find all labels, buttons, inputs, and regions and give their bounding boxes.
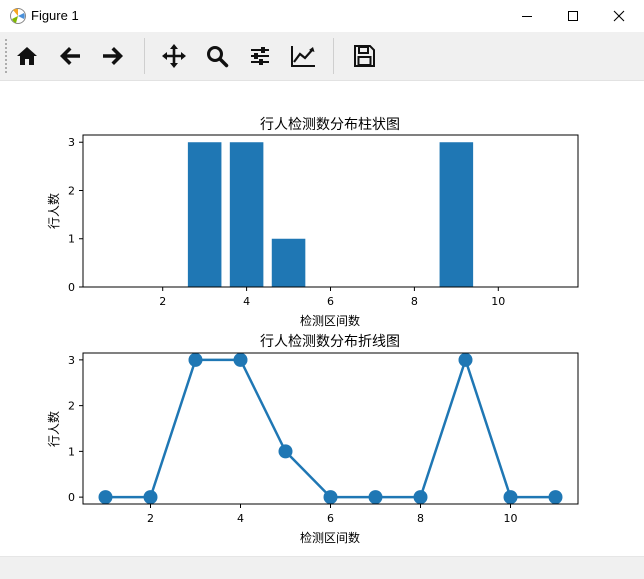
toolbar-separator	[333, 38, 334, 74]
back-button[interactable]	[54, 40, 86, 72]
back-arrow-icon	[60, 47, 80, 65]
data-point	[188, 352, 203, 367]
bar-chart-frame	[82, 134, 579, 288]
y-tick-label: 2	[68, 400, 75, 413]
home-icon	[17, 47, 37, 65]
x-tick-label: 2	[147, 512, 154, 525]
pan-icon	[162, 44, 186, 68]
y-tick-label: 1	[68, 233, 75, 246]
data-point	[503, 490, 518, 505]
data-point	[233, 352, 248, 367]
title-bar: Figure 1	[0, 0, 644, 32]
edit-axis-button[interactable]	[287, 40, 319, 72]
bar-chart-ylabel: 行人数	[46, 193, 61, 229]
line-chart-ylabel: 行人数	[46, 411, 61, 447]
zoom-icon	[207, 46, 229, 68]
line-chart-axes: 行人检测数分布折线图 2 4 6 8 10 0 1 2 3 检测区间数 行人数	[46, 334, 579, 545]
bar	[187, 142, 222, 287]
data-point	[413, 490, 428, 505]
x-tick-label: 10	[504, 512, 518, 525]
toolbar	[0, 32, 644, 81]
close-icon	[613, 10, 625, 22]
matplotlib-app-icon	[10, 8, 26, 24]
bar-chart-marks	[187, 142, 474, 287]
status-bar	[0, 556, 644, 579]
bar-chart-axes: 行人检测数分布柱状图 2 4 6 8 10 0 1 2 3 检测区间数 行人数	[46, 117, 579, 328]
bar	[271, 238, 306, 287]
bar-chart-yticks: 0 1 2 3	[68, 136, 83, 294]
maximize-button[interactable]	[550, 0, 596, 32]
save-icon	[354, 45, 375, 67]
x-tick-label: 8	[417, 512, 424, 525]
x-tick-label: 6	[327, 295, 334, 308]
toolbar-grip[interactable]	[4, 38, 8, 74]
line-chart-title: 行人检测数分布折线图	[260, 334, 400, 350]
data-point	[368, 490, 383, 505]
minimize-button[interactable]	[504, 0, 550, 32]
line-chart-frame	[82, 352, 579, 505]
y-tick-label: 0	[68, 491, 75, 504]
series-line	[105, 355, 556, 499]
toolbar-separator	[144, 38, 145, 74]
bar-chart-xticks: 2 4 6 8 10	[159, 287, 505, 308]
line-chart-yticks: 0 1 2 3	[68, 354, 83, 504]
save-button[interactable]	[348, 40, 380, 72]
data-point	[143, 490, 158, 505]
subplots-config-button[interactable]	[244, 40, 276, 72]
y-tick-label: 1	[68, 445, 75, 458]
bar	[439, 142, 474, 287]
data-point	[548, 490, 563, 505]
line-chart-xticks: 2 4 6 8 10	[147, 504, 518, 525]
zoom-button[interactable]	[201, 40, 233, 72]
x-tick-label: 4	[237, 512, 244, 525]
forward-button[interactable]	[97, 40, 129, 72]
bar	[229, 142, 264, 287]
pan-button[interactable]	[158, 40, 190, 72]
bar-chart-title: 行人检测数分布柱状图	[260, 117, 400, 133]
x-tick-label: 4	[243, 295, 250, 308]
close-button[interactable]	[596, 0, 642, 32]
y-tick-label: 0	[68, 281, 75, 294]
x-tick-label: 8	[411, 295, 418, 308]
data-point	[323, 490, 338, 505]
data-point	[98, 490, 113, 505]
x-tick-label: 6	[327, 512, 334, 525]
data-point	[278, 444, 293, 459]
y-tick-label: 2	[68, 184, 75, 197]
bar-chart-xlabel: 检测区间数	[300, 313, 360, 328]
home-button[interactable]	[11, 40, 43, 72]
line-chart-xlabel: 检测区间数	[300, 530, 360, 545]
x-tick-label: 2	[159, 295, 166, 308]
data-point	[458, 352, 473, 367]
minimize-icon	[522, 16, 532, 17]
y-tick-label: 3	[68, 136, 75, 149]
maximize-icon	[568, 11, 578, 21]
subplots-config-icon	[251, 47, 269, 65]
x-tick-label: 10	[491, 295, 505, 308]
y-tick-label: 3	[68, 354, 75, 367]
window-title: Figure 1	[31, 8, 79, 23]
forward-arrow-icon	[103, 47, 123, 65]
edit-axis-icon	[291, 46, 315, 67]
line-chart-marks	[98, 352, 563, 505]
